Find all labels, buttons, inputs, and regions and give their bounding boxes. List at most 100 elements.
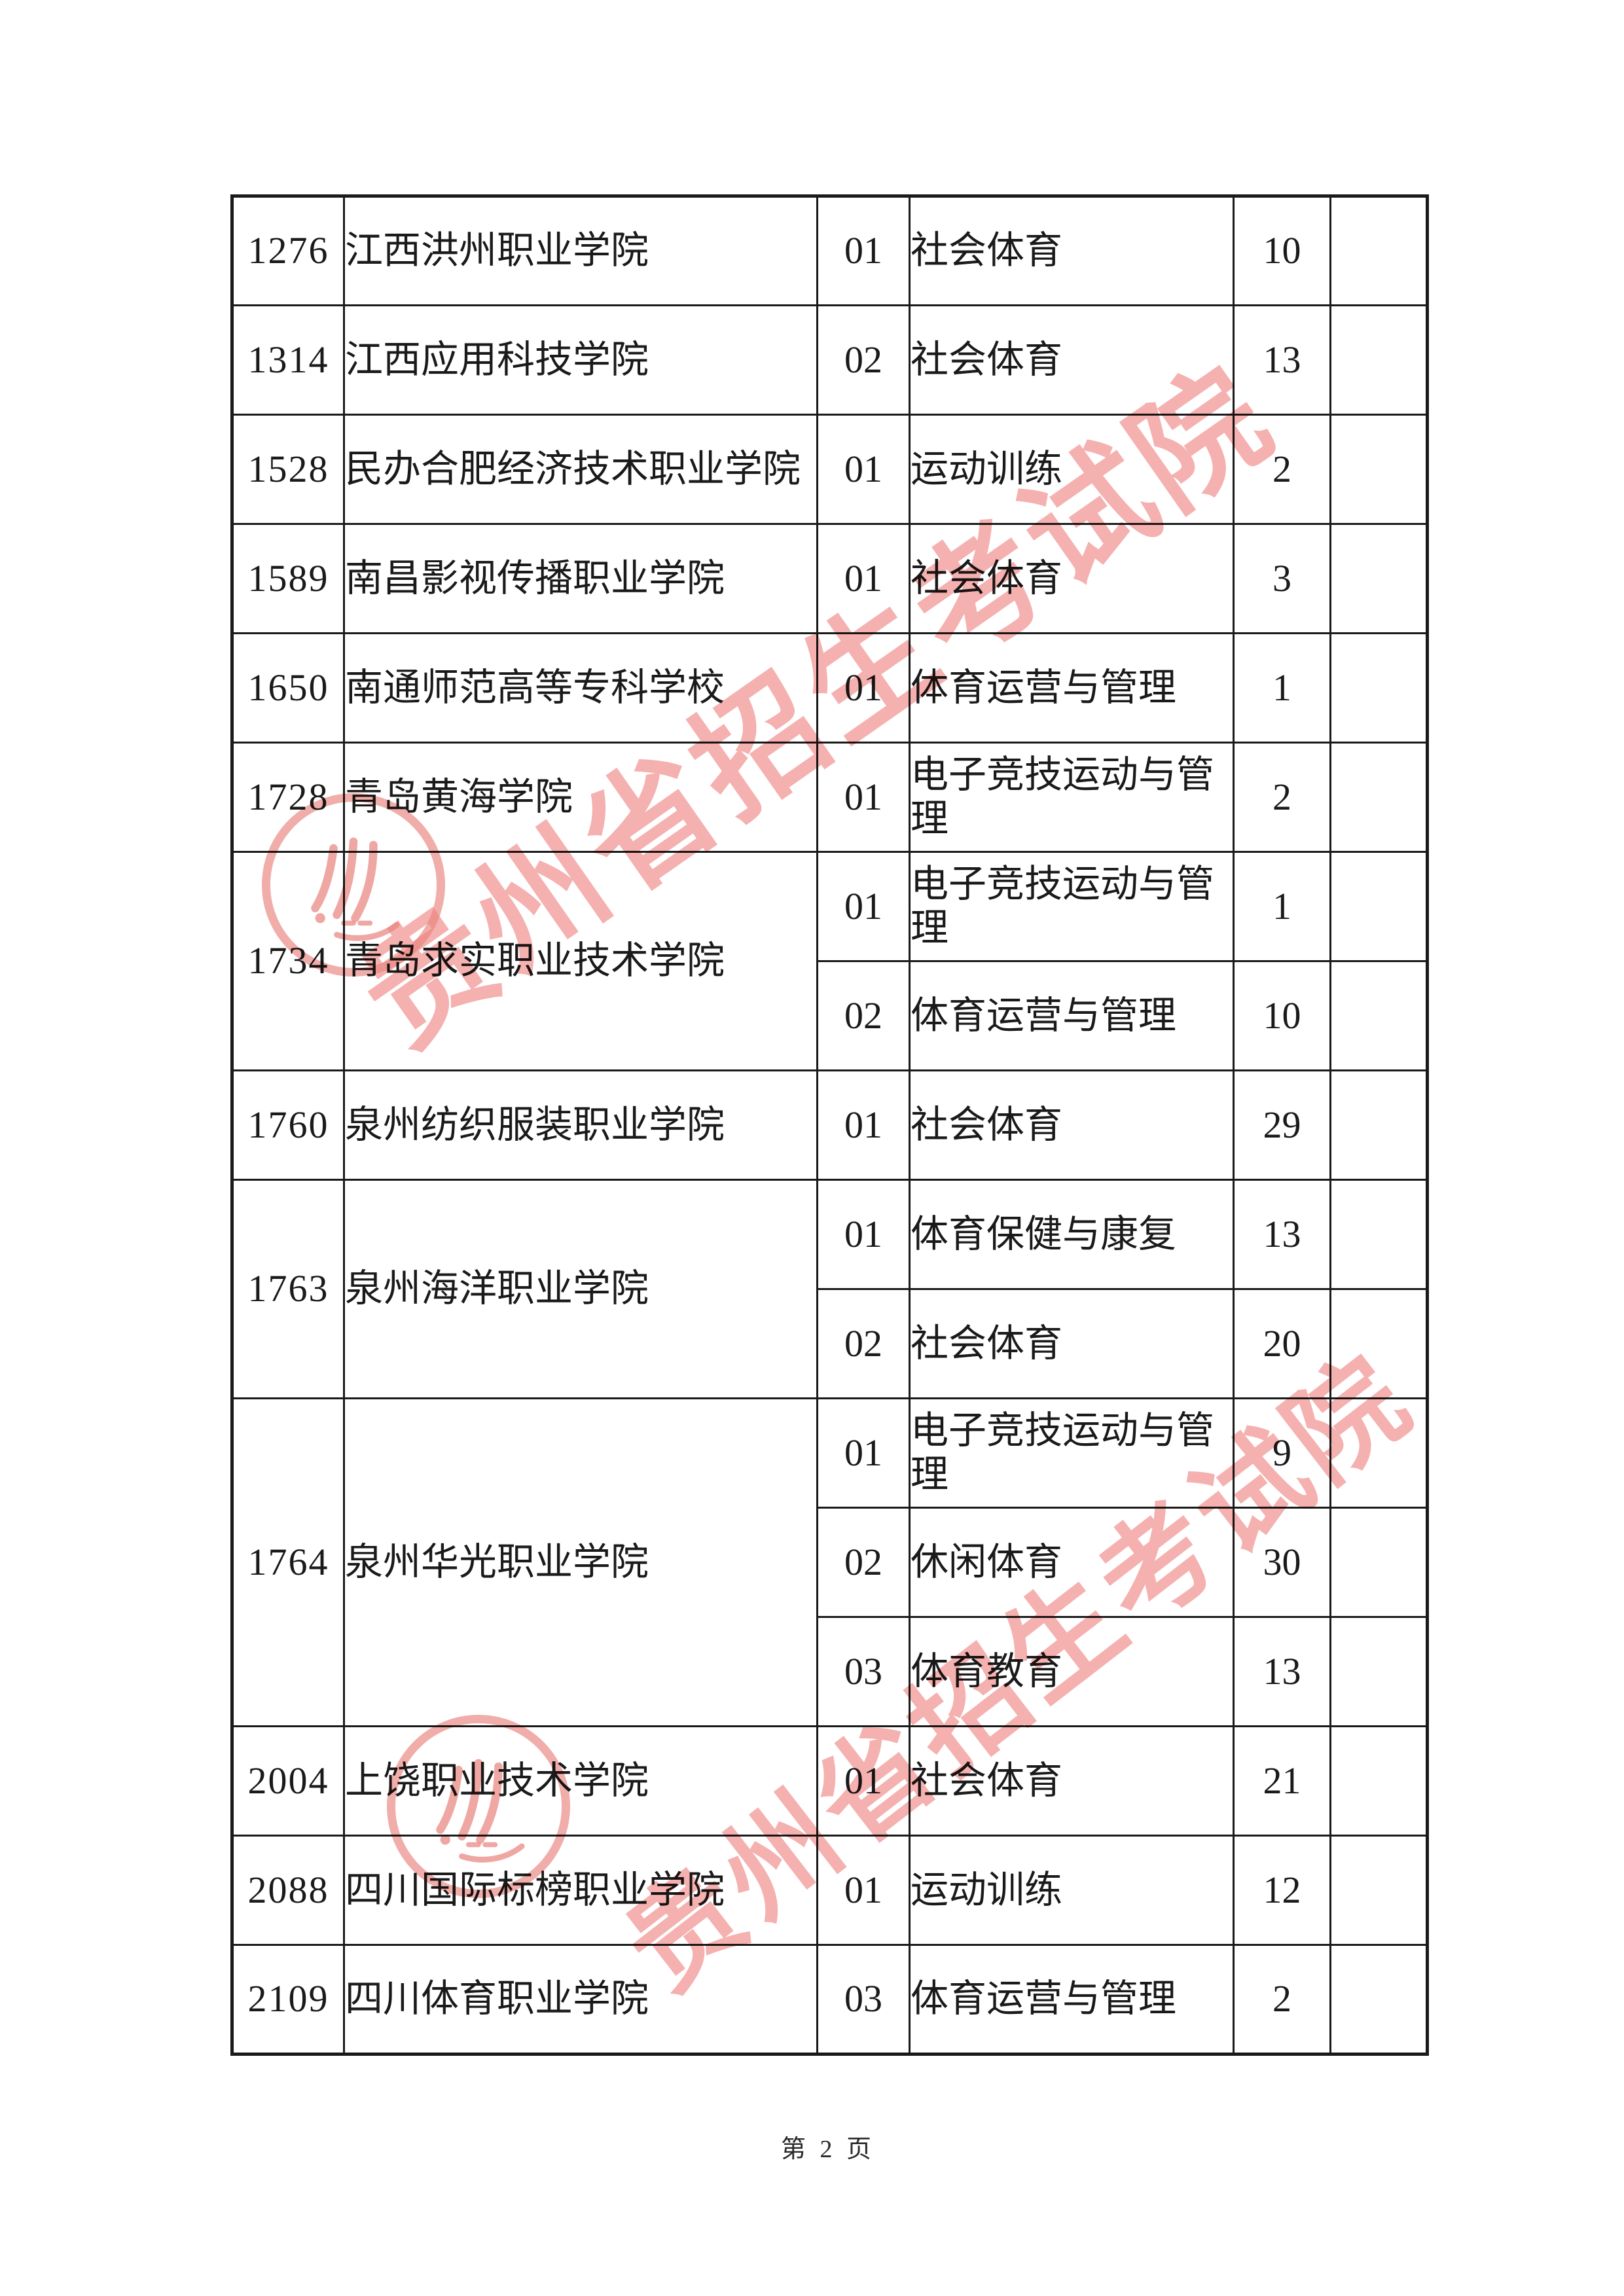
major-name-cell: 体育运营与管理 (909, 632, 1235, 744)
plan-count-cell: 13 (1233, 304, 1331, 416)
table-row: 02 体育运营与管理 10 (232, 960, 1428, 1071)
table-row: 03 体育教育 13 (232, 1616, 1428, 1727)
table-row: 1734 青岛求实职业技术学院 01 电子竞技运动与管理 1 (231, 851, 1428, 1071)
empty-cell (1329, 1397, 1428, 1509)
empty-cell (1329, 523, 1428, 634)
college-code-cell: 1528 (231, 414, 345, 525)
empty-cell (1329, 414, 1428, 525)
college-name-cell: 南通师范高等专科学校 (343, 632, 818, 744)
table-row: 1760 泉州纺织服装职业学院 01 社会体育 29 (231, 1069, 1428, 1181)
plan-count-cell: 13 (1233, 1616, 1331, 1727)
table-row: 1528 民办合肥经济技术职业学院 01 运动训练 2 (231, 414, 1428, 525)
plan-count-cell: 20 (1233, 1288, 1331, 1399)
plan-count-cell: 9 (1233, 1397, 1331, 1509)
major-code-cell: 01 (816, 1179, 911, 1290)
major-name-cell: 社会体育 (909, 195, 1235, 306)
major-code-cell: 02 (816, 1507, 911, 1618)
major-code-cell: 01 (816, 1835, 911, 1946)
major-code-cell: 01 (816, 632, 911, 744)
plan-count-cell: 3 (1233, 523, 1331, 634)
major-name-cell: 运动训练 (909, 1835, 1235, 1946)
college-name-cell: 四川体育职业学院 (343, 1944, 818, 2055)
college-code-cell: 1728 (231, 742, 345, 853)
major-code-cell: 01 (816, 851, 911, 962)
major-code-cell: 01 (816, 742, 911, 853)
plan-count-cell: 2 (1233, 414, 1331, 525)
major-code-cell: 01 (816, 414, 911, 525)
major-name-cell: 电子竞技运动与管理 (909, 742, 1235, 853)
major-name-cell: 体育教育 (909, 1616, 1235, 1727)
empty-cell (1329, 304, 1428, 416)
major-name-cell: 运动训练 (909, 414, 1235, 525)
plan-count-cell: 2 (1233, 742, 1331, 853)
major-name-cell: 社会体育 (909, 1069, 1235, 1181)
plan-count-cell: 21 (1233, 1725, 1331, 1837)
major-name-cell: 休闲体育 (909, 1507, 1235, 1618)
college-name-cell: 民办合肥经济技术职业学院 (343, 414, 818, 525)
major-name-cell: 体育保健与康复 (909, 1179, 1235, 1290)
college-name-cell: 江西洪州职业学院 (343, 195, 818, 306)
major-code-cell: 01 (816, 1725, 911, 1837)
college-code-cell: 2088 (231, 1835, 345, 1946)
empty-cell (1329, 1069, 1428, 1181)
table-row: 1276 江西洪州职业学院 01 社会体育 10 (231, 195, 1428, 306)
college-code-cell: 1314 (231, 304, 345, 416)
college-code-cell: 2004 (231, 1725, 345, 1837)
plan-count-cell: 1 (1233, 851, 1331, 962)
college-name-cell: 青岛求实职业技术学院 (343, 851, 818, 1071)
empty-cell (1329, 1725, 1428, 1837)
empty-cell (1329, 1507, 1428, 1618)
college-code-cell: 1589 (231, 523, 345, 634)
major-name-cell: 电子竞技运动与管理 (909, 1397, 1235, 1509)
college-code-cell: 1734 (231, 851, 345, 1071)
page-number-footer: 第 2 页 (780, 2136, 875, 2163)
major-name-cell: 社会体育 (909, 1725, 1235, 1837)
major-code-cell: 02 (816, 960, 911, 1071)
table-row: 1763 泉州海洋职业学院 01 体育保健与康复 13 (231, 1179, 1428, 1399)
college-name-cell: 青岛黄海学院 (343, 742, 818, 853)
college-name-cell: 江西应用科技学院 (343, 304, 818, 416)
empty-cell (1329, 1944, 1428, 2055)
college-code-cell: 2109 (231, 1944, 345, 2055)
table-row: 1728 青岛黄海学院 01 电子竞技运动与管理 2 (231, 742, 1428, 853)
table-row: 02 休闲体育 30 (232, 1507, 1428, 1618)
major-name-cell: 社会体育 (909, 1288, 1235, 1399)
major-name-cell: 体育运营与管理 (909, 960, 1235, 1071)
empty-cell (1329, 960, 1428, 1071)
major-code-cell: 01 (816, 1069, 911, 1181)
major-code-cell: 03 (816, 1944, 911, 2055)
admission-plan-table: 1276 江西洪州职业学院 01 社会体育 10 1314 江西应用科技学院 0… (230, 194, 1429, 2056)
plan-count-cell: 10 (1233, 960, 1331, 1071)
table-row: 1314 江西应用科技学院 02 社会体育 13 (231, 304, 1428, 416)
empty-cell (1329, 1835, 1428, 1946)
table-row: 1764 泉州华光职业学院 01 电子竞技运动与管理 9 (231, 1397, 1428, 1727)
major-name-cell: 社会体育 (909, 523, 1235, 634)
major-name-cell: 体育运营与管理 (909, 1944, 1235, 2055)
college-code-cell: 1276 (231, 195, 345, 306)
table-row: 02 社会体育 20 (232, 1288, 1428, 1399)
empty-cell (1329, 851, 1428, 962)
major-name-cell: 社会体育 (909, 304, 1235, 416)
plan-count-cell: 2 (1233, 1944, 1331, 2055)
table-row: 2088 四川国际标榜职业学院 01 运动训练 12 (231, 1835, 1428, 1946)
college-name-cell: 上饶职业技术学院 (343, 1725, 818, 1837)
plan-count-cell: 1 (1233, 632, 1331, 744)
college-name-cell: 泉州华光职业学院 (343, 1397, 818, 1727)
table-row: 1589 南昌影视传播职业学院 01 社会体育 3 (231, 523, 1428, 634)
college-code-cell: 1650 (231, 632, 345, 744)
major-code-cell: 01 (816, 1397, 911, 1509)
college-code-cell: 1764 (231, 1397, 345, 1727)
plan-count-cell: 30 (1233, 1507, 1331, 1618)
college-code-cell: 1763 (231, 1179, 345, 1399)
empty-cell (1329, 742, 1428, 853)
plan-count-cell: 10 (1233, 195, 1331, 306)
empty-cell (1329, 195, 1428, 306)
table-row: 2004 上饶职业技术学院 01 社会体育 21 (231, 1725, 1428, 1837)
major-name-cell: 电子竞技运动与管理 (909, 851, 1235, 962)
college-name-cell: 南昌影视传播职业学院 (343, 523, 818, 634)
plan-count-cell: 12 (1233, 1835, 1331, 1946)
empty-cell (1329, 1179, 1428, 1290)
plan-count-cell: 13 (1233, 1179, 1331, 1290)
major-code-cell: 03 (816, 1616, 911, 1727)
